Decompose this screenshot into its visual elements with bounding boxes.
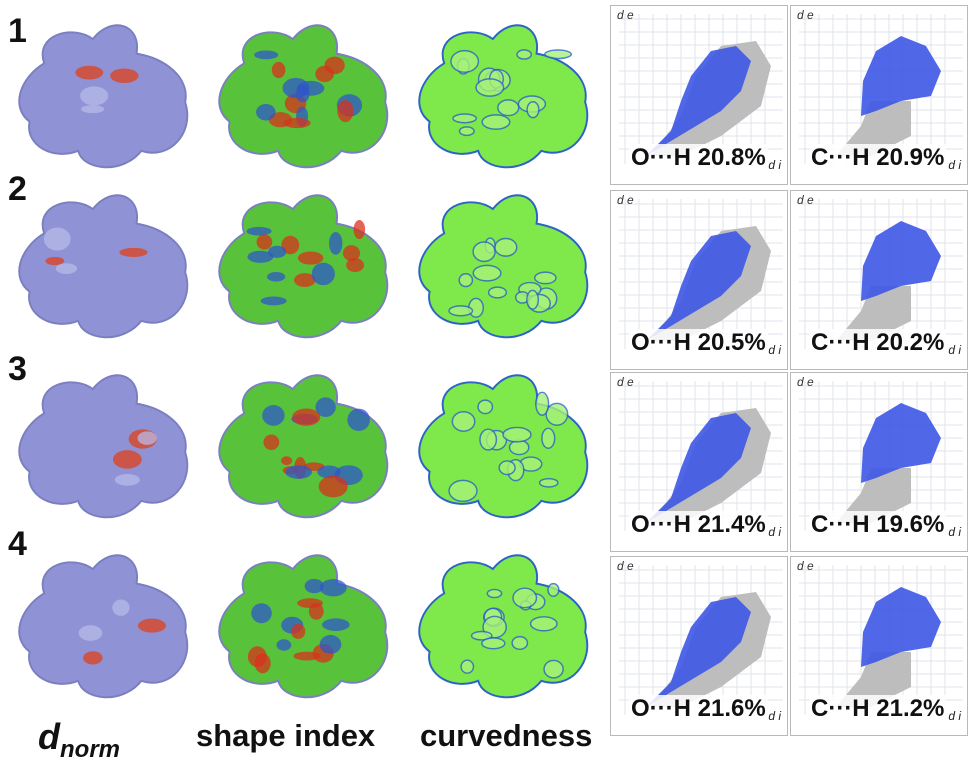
fingerprint-chart xyxy=(619,565,783,715)
axis-de-label: d e xyxy=(797,375,814,389)
fingerprint-chart xyxy=(619,14,783,164)
axis-di-label: d i xyxy=(948,343,961,357)
axis-de-label: d e xyxy=(617,193,634,207)
fingerprint-plot-1-ch: d e C···H 20.9% d i xyxy=(790,5,968,185)
curvedness-heading: curvedness xyxy=(420,718,593,753)
curv-surface-3 xyxy=(418,374,589,519)
shape-surface-1 xyxy=(218,24,389,169)
shape-surface-4 xyxy=(218,554,389,699)
shape-index-heading: shape index xyxy=(196,718,376,753)
oh-percentage-label: O···H 20.5% xyxy=(629,329,768,357)
fingerprint-plot-2-oh: d e O···H 20.5% d i xyxy=(610,190,788,370)
axis-di-label: d i xyxy=(948,709,961,723)
row-number-4: 4 xyxy=(8,525,27,563)
axis-de-label: d e xyxy=(617,8,634,22)
axis-di-label: d i xyxy=(768,525,781,539)
row-number-3: 3 xyxy=(8,350,27,388)
dnorm-surface-1 xyxy=(18,24,189,169)
fingerprint-chart xyxy=(799,199,963,349)
curv-surface-1 xyxy=(418,24,589,169)
fingerprint-plot-3-oh: d e O···H 21.4% d i xyxy=(610,372,788,552)
dnorm-surface-3 xyxy=(18,374,189,519)
fingerprint-plot-4-ch: d e C···H 21.2% d i xyxy=(790,556,968,736)
shape-surface-3 xyxy=(218,374,389,519)
axis-di-label: d i xyxy=(768,343,781,357)
axis-de-label: d e xyxy=(797,8,814,22)
curv-surface-4 xyxy=(418,554,589,699)
fingerprint-chart xyxy=(619,381,783,531)
fingerprint-chart xyxy=(619,199,783,349)
fingerprint-plot-4-oh: d e O···H 21.6% d i xyxy=(610,556,788,736)
shape-surface-2 xyxy=(218,194,389,339)
dnorm-heading: dnorm xyxy=(38,716,120,764)
ch-percentage-label: C···H 19.6% xyxy=(809,511,947,539)
curv-surface-2 xyxy=(418,194,589,339)
axis-de-label: d e xyxy=(797,559,814,573)
axis-de-label: d e xyxy=(617,375,634,389)
fingerprint-chart xyxy=(799,381,963,531)
ch-percentage-label: C···H 20.2% xyxy=(809,329,947,357)
oh-percentage-label: O···H 20.8% xyxy=(629,144,768,172)
fingerprint-plot-1-oh: d e O···H 20.8% d i xyxy=(610,5,788,185)
fingerprint-plot-2-ch: d e C···H 20.2% d i xyxy=(790,190,968,370)
axis-di-label: d i xyxy=(948,525,961,539)
axis-di-label: d i xyxy=(948,158,961,172)
dnorm-subscript: norm xyxy=(60,736,120,764)
ch-percentage-label: C···H 20.9% xyxy=(809,144,947,172)
axis-de-label: d e xyxy=(797,193,814,207)
fingerprint-plot-3-ch: d e C···H 19.6% d i xyxy=(790,372,968,552)
fingerprint-chart xyxy=(799,565,963,715)
dnorm-base: d xyxy=(38,716,60,757)
dnorm-surface-4 xyxy=(18,554,189,699)
row-number-1: 1 xyxy=(8,12,27,50)
dnorm-surface-2 xyxy=(18,194,189,339)
fingerprint-chart xyxy=(799,14,963,164)
oh-percentage-label: O···H 21.6% xyxy=(629,695,768,723)
oh-percentage-label: O···H 21.4% xyxy=(629,511,768,539)
row-number-2: 2 xyxy=(8,170,27,208)
ch-percentage-label: C···H 21.2% xyxy=(809,695,947,723)
axis-di-label: d i xyxy=(768,158,781,172)
axis-di-label: d i xyxy=(768,709,781,723)
axis-de-label: d e xyxy=(617,559,634,573)
